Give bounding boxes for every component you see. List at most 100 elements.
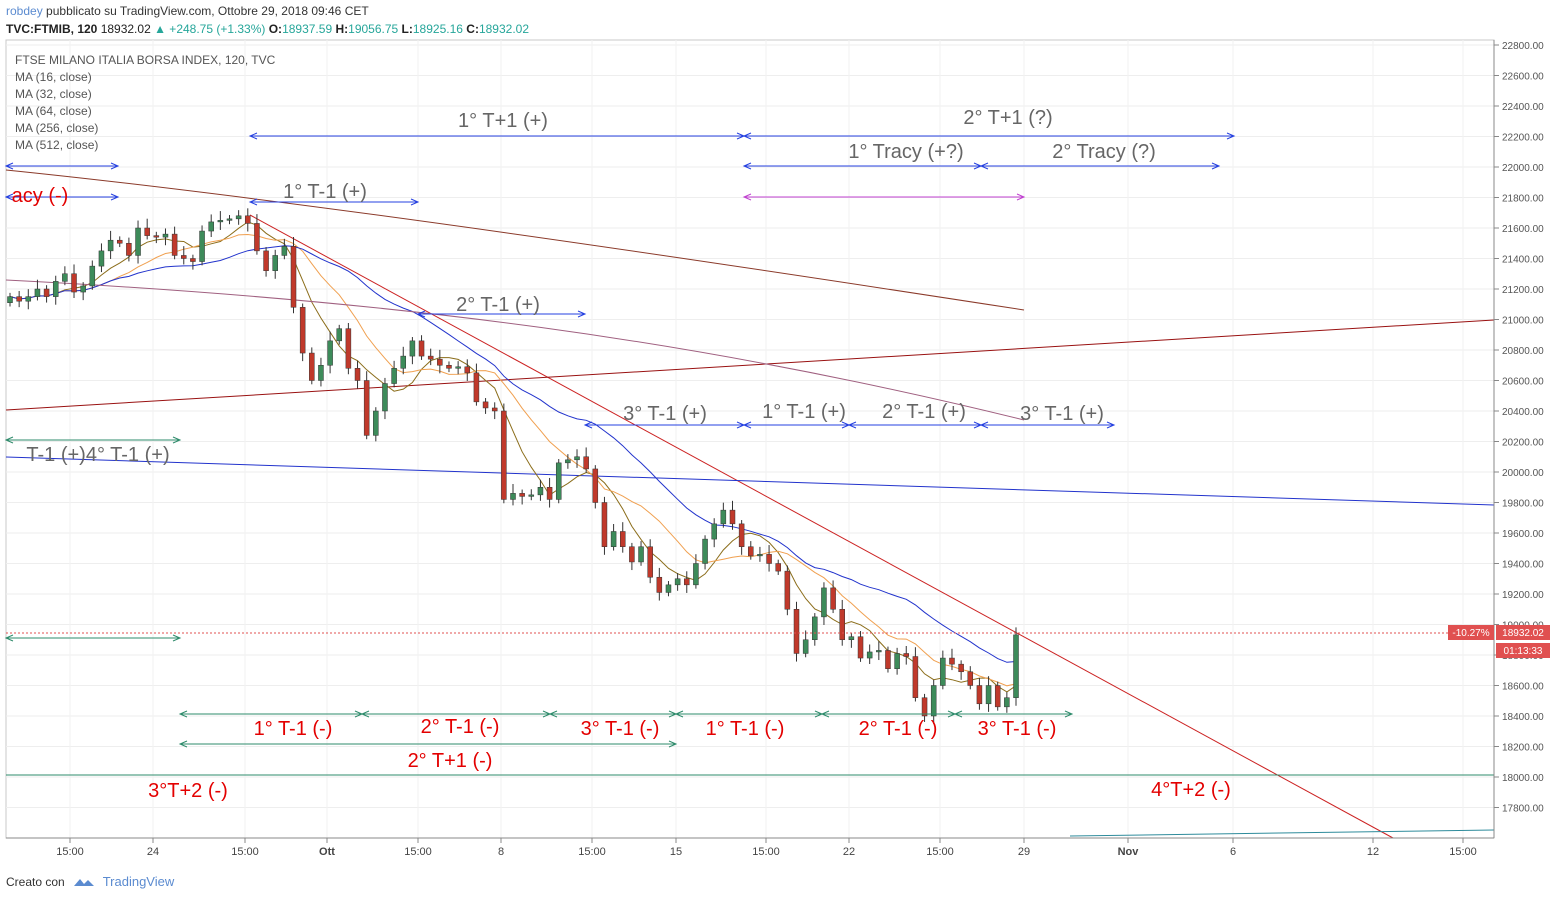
arrow-3-t-minus-1-plus-b-tail bbox=[979, 421, 989, 429]
candle bbox=[702, 535, 708, 570]
y-axis: 17800.00 18000.00 18200.00 18400.00 18600.00… bbox=[1494, 41, 1544, 815]
candle-body bbox=[153, 235, 160, 238]
legend-title: FTSE MILANO ITALIA BORSA INDEX, 120, TVC bbox=[15, 53, 276, 67]
arrow-3-t-minus-1-minus-b-head bbox=[1064, 710, 1074, 718]
candle bbox=[565, 454, 571, 469]
candle-body bbox=[427, 355, 434, 360]
candle-body bbox=[976, 685, 983, 705]
candle bbox=[684, 571, 690, 593]
candle bbox=[912, 647, 919, 702]
y-tick-label: 19400.00 bbox=[1502, 560, 1544, 571]
annotation-label: 1° T-1 (+) bbox=[762, 401, 846, 423]
candle-body bbox=[546, 487, 553, 500]
arrow-1-t-minus-1-plus-b-tail bbox=[742, 421, 752, 429]
candle bbox=[446, 361, 452, 373]
candle-body bbox=[802, 639, 809, 654]
candle bbox=[674, 573, 681, 591]
arrow-tracy-purple-head bbox=[1016, 193, 1026, 201]
candle bbox=[647, 539, 653, 584]
arrow-1-t-minus-1-plus-tail bbox=[248, 198, 258, 206]
open-value: 18937.59 bbox=[282, 22, 333, 36]
tradingview-link[interactable]: TradingView bbox=[102, 874, 175, 889]
candle-body bbox=[52, 281, 59, 297]
candle bbox=[940, 650, 946, 690]
created-with-label: Creato con bbox=[6, 874, 65, 889]
x-tick-label: 6 bbox=[1230, 846, 1236, 858]
x-tick-label: 8 bbox=[498, 846, 504, 858]
candle-body bbox=[510, 493, 516, 500]
candle-body bbox=[299, 307, 306, 354]
last-price: 18932.02 bbox=[100, 22, 151, 36]
candle bbox=[738, 520, 745, 555]
x-tick-label: 15:00 bbox=[231, 846, 259, 858]
countdown-label: 01:13:33 bbox=[1504, 646, 1543, 657]
candle bbox=[958, 660, 964, 680]
candle-body bbox=[144, 227, 150, 236]
x-tick-label: 15:00 bbox=[578, 846, 606, 858]
y-tick-label: 18000.00 bbox=[1502, 773, 1544, 784]
annotation-label: 2° T-1 (+) bbox=[882, 401, 966, 423]
candle bbox=[217, 211, 224, 230]
countdown-badge bbox=[1496, 643, 1550, 658]
candle bbox=[903, 646, 910, 665]
candle bbox=[455, 361, 461, 375]
high-value: 19056.75 bbox=[348, 22, 399, 36]
candle bbox=[610, 524, 617, 551]
arrow-2-t-plus-1-minus-tail bbox=[178, 740, 188, 748]
candle bbox=[162, 228, 169, 246]
candle-body bbox=[720, 509, 727, 525]
arrow-1-t-plus-1-tail bbox=[248, 132, 258, 140]
candle-body bbox=[89, 265, 96, 287]
candle bbox=[235, 210, 242, 225]
candle-body bbox=[903, 653, 910, 657]
candle bbox=[153, 231, 160, 244]
arrow-left-green-tail bbox=[4, 634, 14, 642]
author-link[interactable]: robdey bbox=[6, 4, 43, 18]
ma-64-line bbox=[9, 245, 1017, 663]
candle bbox=[299, 303, 306, 362]
candle bbox=[7, 292, 13, 307]
candle-body bbox=[610, 531, 617, 547]
arrow-2-tracy-tail bbox=[979, 162, 989, 170]
candle bbox=[272, 249, 278, 279]
candle bbox=[281, 238, 288, 260]
candle bbox=[885, 646, 891, 673]
candle bbox=[135, 220, 141, 264]
x-tick-label: 15:00 bbox=[926, 846, 954, 858]
candle bbox=[555, 459, 562, 504]
arrow-2-t-plus-1-tail bbox=[742, 132, 752, 140]
price-chart[interactable]: 1° T+1 (+) 2° T+1 (?)1° Tracy (+?) 2° Trac… bbox=[0, 0, 1558, 870]
candle bbox=[126, 237, 132, 262]
candle bbox=[876, 641, 882, 661]
candle bbox=[482, 398, 489, 414]
price-label-block: -10.27% 18932.02 01:13:33 bbox=[6, 625, 1550, 658]
candle-body bbox=[1004, 697, 1010, 708]
candle bbox=[1013, 627, 1019, 706]
candle bbox=[720, 502, 727, 528]
y-tick-label: 18400.00 bbox=[1502, 712, 1544, 723]
candle-body bbox=[98, 250, 105, 267]
candle bbox=[802, 630, 809, 658]
candle bbox=[510, 484, 516, 506]
candle bbox=[71, 264, 77, 298]
candle-body bbox=[674, 578, 681, 586]
candle bbox=[812, 613, 818, 646]
candle bbox=[116, 236, 123, 248]
candle bbox=[437, 349, 443, 374]
candle-body bbox=[199, 230, 205, 262]
candle-body bbox=[71, 273, 77, 293]
candle bbox=[766, 545, 772, 572]
candle bbox=[757, 546, 763, 562]
candle-body bbox=[190, 258, 196, 262]
arrow-1-t-minus-1-minus-b-tail bbox=[674, 710, 684, 718]
candle bbox=[583, 447, 589, 473]
arrow-4-t-minus-1-plus-tail bbox=[4, 436, 14, 444]
symbol-info-bar: TVC:FTMIB, 120 18932.02 ▲ +248.75 (+1.33… bbox=[6, 22, 529, 36]
candle bbox=[34, 279, 41, 301]
candle bbox=[866, 644, 873, 664]
candle-body bbox=[235, 215, 242, 220]
candle-body bbox=[766, 554, 772, 564]
annotation-label: 2° Tracy (?) bbox=[1052, 141, 1156, 163]
candle bbox=[711, 518, 717, 548]
candle bbox=[546, 477, 553, 508]
